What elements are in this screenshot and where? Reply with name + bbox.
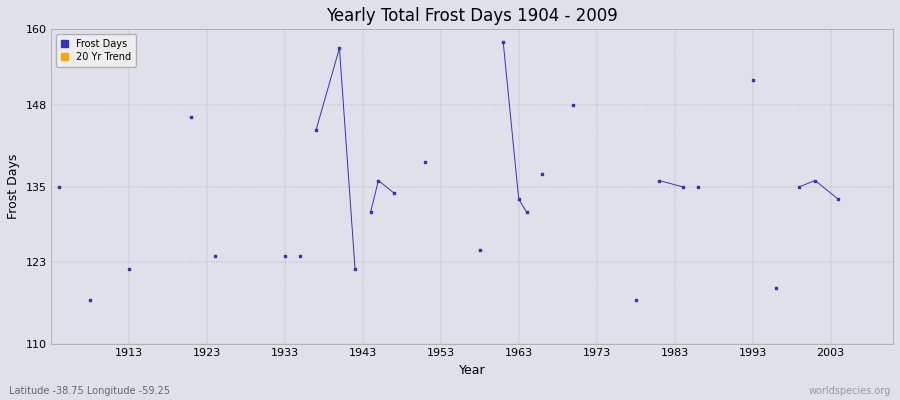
Point xyxy=(309,127,323,133)
Point xyxy=(387,190,401,196)
Point xyxy=(83,297,97,304)
Point xyxy=(535,171,549,178)
Point xyxy=(51,184,66,190)
Point xyxy=(184,114,199,121)
Point xyxy=(769,284,783,291)
Text: worldspecies.org: worldspecies.org xyxy=(809,386,891,396)
Y-axis label: Frost Days: Frost Days xyxy=(7,154,20,220)
Point xyxy=(628,297,643,304)
Point xyxy=(371,177,385,184)
Text: Latitude -38.75 Longitude -59.25: Latitude -38.75 Longitude -59.25 xyxy=(9,386,170,396)
Point xyxy=(519,209,534,215)
Point xyxy=(745,76,760,83)
Point xyxy=(293,253,308,259)
Point xyxy=(691,184,706,190)
Legend: Frost Days, 20 Yr Trend: Frost Days, 20 Yr Trend xyxy=(56,34,136,67)
Point xyxy=(472,247,487,253)
Point xyxy=(122,266,136,272)
Point xyxy=(808,177,823,184)
X-axis label: Year: Year xyxy=(459,364,485,377)
Point xyxy=(277,253,292,259)
Point xyxy=(675,184,689,190)
Point xyxy=(511,196,526,203)
Point xyxy=(418,158,432,165)
Point xyxy=(332,45,347,51)
Point xyxy=(832,196,846,203)
Point xyxy=(208,253,222,259)
Point xyxy=(792,184,806,190)
Point xyxy=(566,102,580,108)
Point xyxy=(347,266,362,272)
Point xyxy=(496,39,510,45)
Point xyxy=(364,209,378,215)
Point xyxy=(652,177,666,184)
Title: Yearly Total Frost Days 1904 - 2009: Yearly Total Frost Days 1904 - 2009 xyxy=(326,7,618,25)
